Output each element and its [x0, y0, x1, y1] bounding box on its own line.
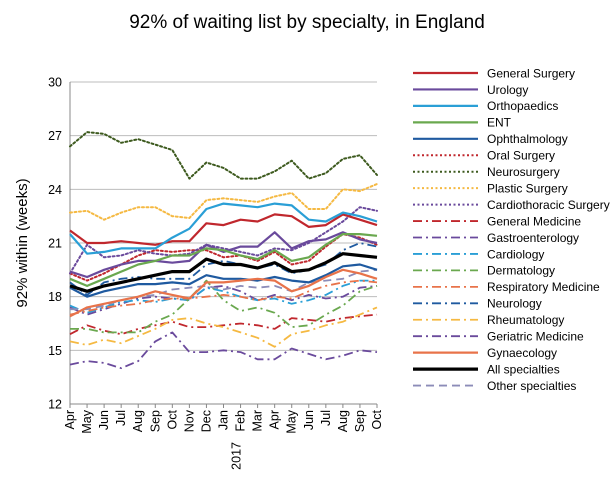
x-tick-label: Jun [302, 410, 316, 430]
series-line-ent [69, 233, 378, 287]
y-tick-label: 21 [48, 237, 62, 251]
legend-label-geriatric-medicine: Geriatric Medicine [487, 330, 584, 344]
x-tick-label: Oct [165, 409, 179, 429]
x-tick-label: Jun [97, 410, 111, 430]
legend-label-urology: Urology [487, 83, 528, 97]
legend-label-ent: ENT [487, 116, 512, 130]
x-tick-label: Sep [353, 410, 367, 432]
series-line-all-specialties [69, 252, 378, 293]
series-line-general-surgery [69, 213, 378, 246]
series-line-rheumatology [69, 306, 378, 348]
x-tick-label: Aug [336, 410, 350, 432]
legend-label-all-specialties: All specialties [487, 362, 560, 376]
legend-label-other-specialties: Other specialties [487, 379, 576, 393]
legend-label-general-surgery: General Surgery [487, 66, 575, 80]
series-line-general-medicine [69, 313, 378, 336]
series-line-dermatology [70, 279, 378, 334]
series-line-cardiothoracic-surgery [69, 206, 378, 275]
y-tick-label: 24 [48, 183, 62, 197]
legend-label-oral-surgery: Oral Surgery [487, 149, 555, 163]
series-line-ophthalmology [69, 263, 378, 298]
y-tick-label: 27 [48, 129, 62, 143]
legend-label-respiratory-medicine: Respiratory Medicine [487, 280, 600, 294]
legend-label-neurosurgery: Neurosurgery [487, 165, 560, 179]
x-tick-label: May [285, 409, 299, 433]
legend-label-gynaecology: Gynaecology [487, 346, 557, 360]
x-tick-label: Apr [268, 410, 282, 429]
y-tick-label: 18 [48, 290, 62, 304]
legend-label-plastic-surgery: Plastic Surgery [487, 181, 568, 195]
legend-label-gastroenterology: Gastroenterology [487, 231, 579, 245]
x-tick-label: Oct [370, 409, 384, 429]
legend-label-cardiology: Cardiology [487, 247, 544, 261]
x-tick-label: Nov [182, 409, 196, 432]
x-tick-label: Feb [234, 410, 248, 432]
series-line-gastroenterology [69, 284, 378, 316]
x-tick-label: Jul [319, 410, 333, 426]
x-tick-label: Aug [131, 410, 145, 432]
x-tick-label: Jul [114, 410, 128, 426]
legend-label-ophthalmology: Ophthalmology [487, 132, 568, 146]
y-tick-label: 15 [48, 344, 62, 358]
x-tick-label-year: 2017 [230, 442, 244, 470]
x-tick-label: Sep [148, 410, 162, 432]
series-line-gynaecology [69, 268, 378, 318]
x-tick-label: Jan [217, 410, 231, 430]
series-line-orthopaedics [69, 202, 378, 255]
y-axis-title: 92% within (weeks) [14, 178, 31, 307]
x-tick-label: May [80, 409, 94, 433]
y-tick-label: 12 [48, 398, 62, 412]
x-tick-label: Apr [63, 410, 77, 429]
x-tick-label: Dec [199, 410, 213, 432]
legend-label-orthopaedics: Orthopaedics [487, 99, 558, 113]
legend-label-dermatology: Dermatology [487, 264, 555, 278]
series-line-urology [69, 231, 378, 279]
series-line-neurosurgery [69, 131, 378, 180]
legend-label-cardiothoracic-surgery: Cardiothoracic Surgery [487, 198, 610, 212]
legend-label-rheumatology: Rheumatology [487, 313, 564, 327]
chart-title: 92% of waiting list by specialty, in Eng… [129, 12, 485, 33]
series-line-neurology [69, 242, 378, 296]
legend-label-neurology: Neurology [487, 297, 542, 311]
series-line-respiratory-medicine [69, 279, 378, 316]
series-line-cardiology [69, 279, 377, 314]
x-tick-label: Mar [251, 410, 265, 432]
series-line-plastic-surgery [69, 183, 378, 221]
series-line-geriatric-medicine [69, 331, 378, 370]
legend-label-general-medicine: General Medicine [487, 214, 581, 228]
y-tick-label: 30 [48, 76, 62, 90]
